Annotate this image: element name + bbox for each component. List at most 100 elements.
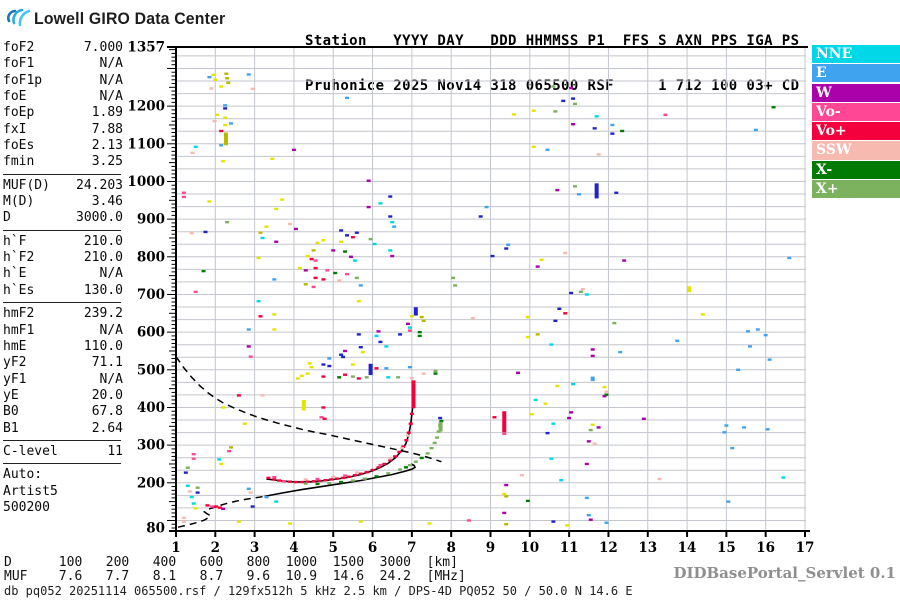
echo-point bbox=[191, 502, 196, 505]
echo-point bbox=[675, 339, 680, 342]
grid bbox=[177, 47, 806, 530]
param-label: yF2 bbox=[3, 355, 27, 371]
param-label: hmF1 bbox=[3, 322, 35, 338]
echo-point bbox=[226, 81, 231, 84]
param-row: yF1 N/A bbox=[3, 372, 123, 388]
echo-point bbox=[622, 259, 627, 262]
param-value: 210.0 bbox=[83, 250, 123, 266]
auto-scaler-line: Auto: bbox=[3, 467, 43, 483]
echo-point bbox=[345, 234, 350, 237]
trace-o-trace-fit bbox=[266, 396, 415, 483]
param-row: foEp 1.89 bbox=[3, 105, 123, 121]
echo-point bbox=[193, 145, 198, 149]
echo-point bbox=[378, 202, 383, 205]
legend-item-x+: X+ bbox=[812, 179, 900, 199]
y-tick-label: 400 bbox=[137, 400, 165, 416]
echo-point bbox=[272, 475, 277, 479]
echo-point bbox=[620, 129, 625, 133]
param-row: yF2 71.1 bbox=[3, 355, 123, 371]
parameter-panel: foF2 7.000 foF1 N/A foF1p N/A foE N/A foEp 1.89 fx… bbox=[3, 40, 123, 516]
distance-row: D 100 200 400 600 800 1000 1500 3000 [km… bbox=[4, 555, 458, 570]
echo-point bbox=[293, 227, 298, 231]
echo-point bbox=[596, 426, 601, 429]
echo-point bbox=[323, 478, 328, 482]
echo-bar bbox=[594, 183, 599, 199]
param-value: 7.000 bbox=[83, 40, 123, 55]
echo-point bbox=[400, 446, 405, 450]
echo-point bbox=[504, 483, 509, 487]
echo-point bbox=[189, 495, 194, 499]
echo-point bbox=[364, 471, 369, 474]
echo-point bbox=[352, 259, 357, 262]
param-label: hmE bbox=[3, 338, 27, 354]
echo-point bbox=[303, 478, 308, 481]
echo-point bbox=[453, 284, 458, 287]
echo-point bbox=[368, 237, 373, 241]
x-tick-label: 2 bbox=[211, 540, 220, 556]
echo-point bbox=[266, 476, 271, 480]
panel-divider bbox=[3, 302, 121, 304]
echo-point bbox=[195, 491, 200, 494]
echo-bar bbox=[502, 411, 507, 433]
legend-item-nne: NNE bbox=[812, 45, 900, 64]
echo-point bbox=[392, 225, 397, 228]
echo-point bbox=[429, 446, 434, 450]
echo-point bbox=[492, 416, 497, 419]
echo-point bbox=[409, 315, 414, 318]
echo-point bbox=[236, 520, 241, 523]
footer-info: db pq052 20251114 065500.rsf / 129fx512h… bbox=[4, 584, 633, 598]
param-label: yF1 bbox=[3, 371, 27, 387]
echo-point bbox=[388, 195, 393, 198]
echo-point bbox=[319, 416, 324, 419]
echo-point bbox=[571, 123, 576, 126]
echo-point bbox=[519, 474, 524, 477]
echo-point bbox=[396, 376, 401, 379]
param-value: 2.13 bbox=[91, 138, 123, 154]
echo-point bbox=[339, 240, 344, 243]
echo-point bbox=[602, 385, 607, 389]
echo-point bbox=[219, 129, 224, 133]
echo-point bbox=[378, 463, 383, 467]
echo-point bbox=[388, 459, 393, 462]
echo-point bbox=[747, 345, 752, 348]
param-label: yE bbox=[3, 387, 19, 403]
x-tick-label: 8 bbox=[446, 540, 455, 556]
echo-point bbox=[282, 480, 287, 483]
echo-point bbox=[408, 422, 413, 425]
echo-point bbox=[341, 476, 346, 480]
echo-point bbox=[335, 477, 340, 480]
echo-point bbox=[303, 482, 308, 485]
param-row: h`E N/A bbox=[3, 266, 123, 282]
echo-point bbox=[272, 478, 277, 481]
echo-point bbox=[256, 300, 261, 303]
echo-point bbox=[181, 516, 186, 520]
echo-point bbox=[392, 455, 397, 458]
param-row: h`F2 210.0 bbox=[3, 250, 123, 266]
echo-point bbox=[404, 439, 409, 442]
echo-point bbox=[407, 365, 412, 369]
x-tick-label: 13 bbox=[638, 540, 657, 556]
trace-profile bbox=[264, 463, 417, 498]
y-tick-label: 1000 bbox=[127, 174, 165, 190]
x-tick-label: 5 bbox=[329, 540, 338, 556]
echo-point bbox=[763, 333, 768, 337]
echo-point bbox=[641, 417, 646, 420]
panel-divider bbox=[3, 229, 121, 231]
echo-point bbox=[258, 315, 263, 318]
param-value: N/A bbox=[99, 56, 123, 72]
echo-point bbox=[386, 472, 391, 475]
param-value: 3.25 bbox=[91, 154, 123, 170]
echo-point bbox=[551, 85, 556, 88]
x-tick-label: 1 bbox=[171, 540, 180, 556]
echo-point bbox=[256, 256, 261, 260]
echo-point bbox=[229, 122, 234, 125]
echo-point bbox=[388, 457, 393, 460]
echo-point bbox=[425, 452, 430, 455]
echo-point bbox=[207, 75, 212, 79]
echo-point bbox=[217, 458, 222, 461]
giro-wave-icon bbox=[6, 5, 31, 32]
echo-point bbox=[343, 250, 348, 253]
echo-point bbox=[745, 330, 750, 333]
echo-point bbox=[213, 78, 218, 81]
param-row: hmE 110.0 bbox=[3, 339, 123, 355]
